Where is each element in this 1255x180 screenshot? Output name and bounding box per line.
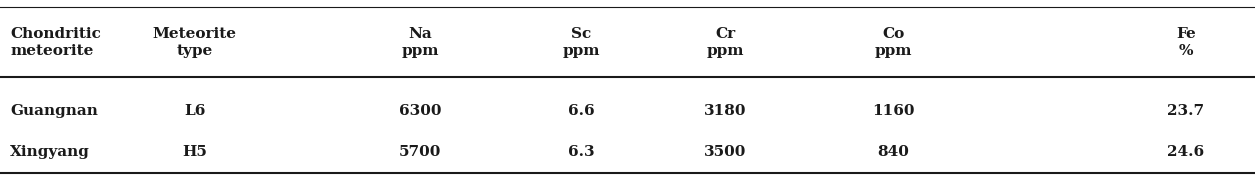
Text: 24.6: 24.6 bbox=[1167, 145, 1205, 159]
Text: Sc
ppm: Sc ppm bbox=[562, 27, 600, 58]
Text: Cr
ppm: Cr ppm bbox=[707, 27, 744, 58]
Text: 840: 840 bbox=[877, 145, 910, 159]
Text: 23.7: 23.7 bbox=[1167, 104, 1205, 118]
Text: 6300: 6300 bbox=[399, 104, 442, 118]
Text: Guangnan: Guangnan bbox=[10, 104, 98, 118]
Text: Chondritic
meteorite: Chondritic meteorite bbox=[10, 27, 100, 58]
Text: Meteorite
type: Meteorite type bbox=[153, 27, 236, 58]
Text: L6: L6 bbox=[183, 104, 206, 118]
Text: 6.6: 6.6 bbox=[567, 104, 595, 118]
Text: H5: H5 bbox=[182, 145, 207, 159]
Text: Co
ppm: Co ppm bbox=[875, 27, 912, 58]
Text: Na
ppm: Na ppm bbox=[402, 27, 439, 58]
Text: 3500: 3500 bbox=[704, 145, 747, 159]
Text: 1160: 1160 bbox=[872, 104, 915, 118]
Text: Xingyang: Xingyang bbox=[10, 145, 90, 159]
Text: 3180: 3180 bbox=[704, 104, 747, 118]
Text: 5700: 5700 bbox=[399, 145, 442, 159]
Text: 6.3: 6.3 bbox=[567, 145, 595, 159]
Text: Fe
%: Fe % bbox=[1176, 27, 1196, 58]
